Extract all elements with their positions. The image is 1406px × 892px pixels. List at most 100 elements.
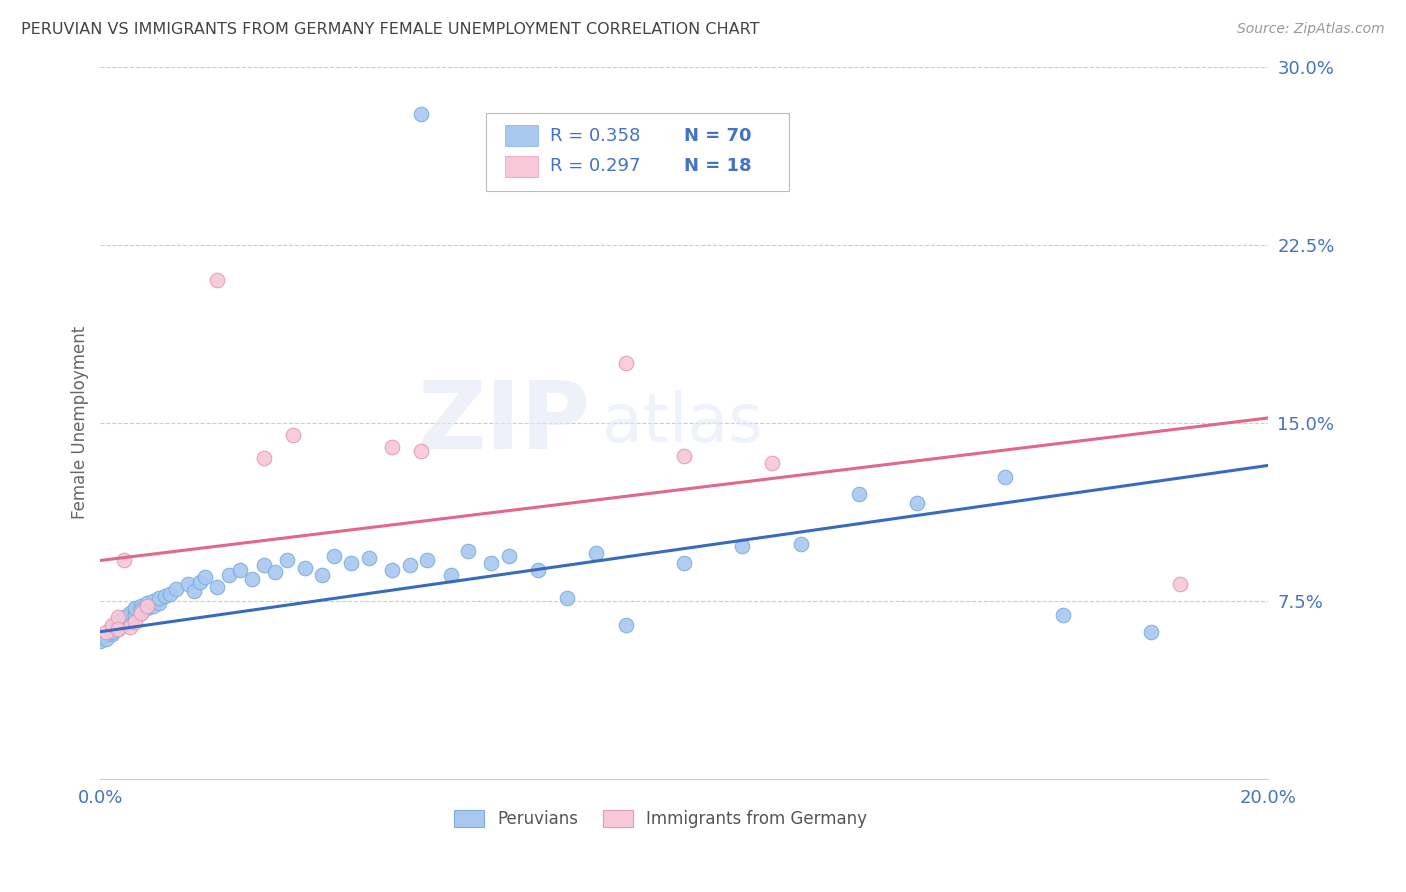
Immigrants from Germany [761, 456, 783, 470]
Peruvians [101, 624, 124, 639]
Peruvians [177, 577, 200, 591]
Text: PERUVIAN VS IMMIGRANTS FROM GERMANY FEMALE UNEMPLOYMENT CORRELATION CHART: PERUVIAN VS IMMIGRANTS FROM GERMANY FEMA… [21, 22, 759, 37]
Peruvians [124, 601, 146, 615]
Immigrants from Germany [136, 599, 159, 613]
Peruvians [96, 632, 118, 646]
Peruvians [142, 594, 165, 608]
Peruvians [129, 599, 152, 613]
Peruvians [118, 615, 141, 630]
Immigrants from Germany [124, 615, 146, 630]
Peruvians [118, 613, 141, 627]
Peruvians [439, 567, 461, 582]
Peruvians [672, 556, 695, 570]
Bar [505, 125, 538, 146]
Immigrants from Germany [672, 449, 695, 463]
Peruvians [107, 620, 129, 634]
Text: N = 18: N = 18 [683, 157, 752, 176]
Immigrants from Germany [107, 610, 129, 624]
Peruvians [159, 587, 181, 601]
Peruvians [101, 627, 124, 641]
Peruvians [112, 617, 135, 632]
Peruvians [101, 620, 124, 634]
Peruvians [527, 563, 550, 577]
FancyBboxPatch shape [485, 113, 789, 191]
Peruvians [136, 601, 159, 615]
Peruvians [264, 566, 287, 580]
Peruvians [205, 580, 228, 594]
Text: N = 70: N = 70 [683, 127, 751, 145]
Peruvians [848, 487, 870, 501]
Peruvians [188, 574, 211, 589]
Peruvians [1052, 608, 1074, 623]
Text: R = 0.297: R = 0.297 [550, 157, 640, 176]
Immigrants from Germany [205, 273, 228, 287]
Peruvians [481, 556, 503, 570]
Immigrants from Germany [96, 624, 118, 639]
Peruvians [96, 630, 118, 644]
Peruvians [790, 537, 813, 551]
Peruvians [907, 496, 929, 510]
Peruvians [107, 623, 129, 637]
Peruvians [194, 570, 217, 584]
Immigrants from Germany [281, 427, 304, 442]
Peruvians [142, 599, 165, 613]
Peruvians [107, 617, 129, 632]
Peruvians [89, 634, 111, 648]
Peruvians [416, 553, 439, 567]
Peruvians [1140, 624, 1163, 639]
Peruvians [555, 591, 578, 606]
Peruvians [253, 558, 276, 573]
Peruvians [240, 573, 263, 587]
Immigrants from Germany [107, 623, 129, 637]
Bar [505, 155, 538, 177]
Peruvians [311, 567, 333, 582]
Peruvians [381, 563, 404, 577]
Peruvians [148, 591, 170, 606]
Peruvians [165, 582, 187, 596]
Immigrants from Germany [101, 617, 124, 632]
Peruvians [112, 613, 135, 627]
Text: atlas: atlas [602, 390, 763, 456]
Text: Source: ZipAtlas.com: Source: ZipAtlas.com [1237, 22, 1385, 37]
Peruvians [731, 539, 754, 553]
Peruvians [614, 617, 637, 632]
Peruvians [124, 610, 146, 624]
Peruvians [585, 546, 607, 560]
Peruvians [411, 107, 433, 121]
Peruvians [118, 608, 141, 623]
Text: ZIP: ZIP [418, 376, 591, 469]
Immigrants from Germany [411, 444, 433, 458]
Peruvians [322, 549, 344, 563]
Peruvians [129, 606, 152, 620]
Legend: Peruvians, Immigrants from Germany: Peruvians, Immigrants from Germany [447, 803, 875, 835]
Peruvians [101, 623, 124, 637]
Peruvians [994, 470, 1017, 484]
Peruvians [398, 558, 420, 573]
Peruvians [148, 596, 170, 610]
Text: R = 0.358: R = 0.358 [550, 127, 640, 145]
Peruvians [153, 589, 176, 603]
Peruvians [229, 563, 252, 577]
Y-axis label: Female Unemployment: Female Unemployment [72, 326, 89, 519]
Peruvians [276, 553, 298, 567]
Peruvians [498, 549, 520, 563]
Immigrants from Germany [118, 620, 141, 634]
Peruvians [118, 606, 141, 620]
Peruvians [183, 584, 205, 599]
Peruvians [136, 596, 159, 610]
Immigrants from Germany [129, 606, 152, 620]
Immigrants from Germany [614, 356, 637, 370]
Immigrants from Germany [253, 451, 276, 466]
Immigrants from Germany [1168, 577, 1191, 591]
Peruvians [340, 556, 363, 570]
Peruvians [124, 603, 146, 617]
Peruvians [124, 608, 146, 623]
Immigrants from Germany [381, 440, 404, 454]
Immigrants from Germany [112, 553, 135, 567]
Peruvians [112, 610, 135, 624]
Peruvians [294, 560, 316, 574]
Peruvians [129, 603, 152, 617]
Peruvians [107, 615, 129, 630]
Peruvians [218, 567, 240, 582]
Peruvians [457, 544, 479, 558]
